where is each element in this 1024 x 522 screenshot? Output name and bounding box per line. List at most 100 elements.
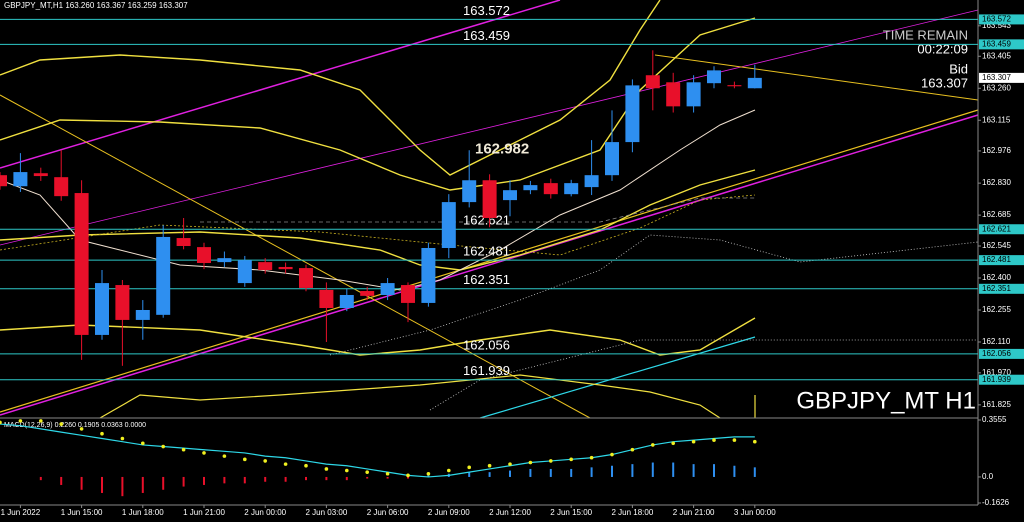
level-label: 163.459 — [463, 28, 510, 43]
x-tick-label: 2 Jun 21:00 — [673, 508, 715, 517]
macd-tick-label: -0.1626 — [982, 498, 1010, 507]
timer-label: TIME REMAIN — [883, 27, 968, 42]
macd-signal-dot — [79, 427, 84, 431]
macd-title: MACD(12,26,9) 0.2260 0.1905 0.0363 0.000… — [4, 422, 146, 429]
macd-signal-dot — [671, 441, 675, 446]
y-tick-label: 162.545 — [982, 241, 1011, 250]
candle-body — [360, 291, 375, 296]
y-tick-label: 162.255 — [982, 305, 1011, 314]
macd-signal-dot — [589, 455, 594, 460]
candle-body — [237, 260, 252, 284]
indicators — [0, 0, 979, 419]
channel-line — [0, 0, 561, 169]
macd-tick-label: 0.0 — [982, 472, 994, 481]
x-tick-label: 2 Jun 18:00 — [611, 508, 653, 517]
candle-body — [115, 285, 130, 320]
x-tick-label: 2 Jun 00:00 — [244, 508, 286, 517]
level-box — [979, 348, 1024, 359]
macd-signal-dot — [549, 459, 553, 463]
candle-body — [666, 82, 681, 107]
macd-signal-dot — [283, 462, 288, 466]
watermark: GBPJPY_MT H1 — [796, 387, 976, 414]
level-box — [979, 283, 1024, 294]
y-tick-label: 163.543 — [982, 21, 1011, 30]
cloud — [429, 339, 978, 411]
x-tick-label: 2 Jun 03:00 — [305, 508, 347, 517]
y-tick-label: 163.115 — [982, 115, 1011, 124]
y-tick-label: 162.110 — [982, 337, 1011, 346]
macd-signal-dot — [426, 471, 431, 476]
macd-signal-dot — [528, 460, 533, 465]
bid: 163.307 — [921, 75, 968, 90]
x-tick-label: 1 Jun 15:00 — [61, 508, 103, 517]
bid-label: Bid — [949, 61, 968, 76]
candle-body — [645, 75, 660, 89]
macd-signal-dot — [324, 467, 329, 471]
candle-body — [278, 266, 293, 270]
macd-signal-dot — [345, 468, 349, 473]
candle-body — [135, 309, 150, 320]
level-box — [979, 255, 1024, 266]
candle-body — [707, 70, 721, 84]
ichimoku — [200, 197, 755, 223]
price-annotation: 162.982 — [475, 141, 529, 158]
channel-line — [0, 9, 979, 246]
macd-signal-dot — [39, 419, 43, 423]
candle-body — [503, 190, 517, 201]
candle-body — [54, 177, 69, 197]
bid-axis-label: 163.307 — [982, 73, 1011, 82]
candle-body — [319, 289, 334, 309]
macd-signal-dot — [753, 439, 757, 444]
candle-body — [339, 294, 354, 309]
level-box — [979, 39, 1024, 50]
candle-body — [74, 193, 89, 335]
candle-body — [727, 85, 742, 87]
macd-signal-dot — [365, 470, 370, 474]
macd-signal-dot — [202, 451, 206, 455]
candle-body — [523, 185, 538, 191]
x-tick-label: 1 Jun 2022 — [1, 508, 41, 517]
moving-average — [0, 109, 756, 291]
candle-body — [605, 142, 619, 176]
x-tick-label: 2 Jun 06:00 — [367, 508, 409, 517]
level-label: 162.481 — [463, 244, 510, 259]
level-box — [979, 374, 1024, 385]
candle-body — [217, 258, 232, 263]
ichimoku — [0, 194, 756, 256]
candle-body — [421, 247, 436, 303]
macd-signal-dot — [18, 419, 23, 423]
candle-body — [0, 175, 7, 187]
trend-line — [0, 94, 591, 419]
macd-signal-dot — [406, 473, 410, 478]
macd-signal-dot — [651, 443, 655, 447]
candle-body — [686, 82, 701, 107]
macd-signal-dot — [691, 439, 696, 444]
macd-signal-dot — [467, 465, 472, 470]
candle-body — [441, 202, 456, 248]
band-mid — [0, 169, 756, 271]
candle-body — [747, 77, 762, 89]
candle-body — [462, 180, 477, 203]
trend-line — [654, 54, 979, 101]
macd-signal-dot — [181, 447, 186, 452]
macd-signal-dot — [263, 459, 268, 463]
trend-line — [0, 109, 979, 413]
level-box — [979, 224, 1024, 235]
candle-body — [564, 183, 579, 195]
level-axis-label: 162.621 — [982, 224, 1011, 233]
macd-signal-dot — [732, 438, 737, 442]
level-axis-label: 162.481 — [982, 255, 1011, 264]
y-tick-label: 162.976 — [982, 146, 1011, 155]
macd-signal-dot — [712, 438, 716, 442]
timer: 00:22:09 — [917, 41, 968, 56]
macd-signal-dot — [630, 447, 635, 452]
candle-body — [156, 236, 171, 315]
macd-signal-dot — [487, 463, 492, 468]
macd-signal-dot — [222, 454, 227, 458]
level-label: 161.939 — [463, 363, 510, 378]
candle-body — [13, 172, 28, 187]
y-tick-label: 161.970 — [982, 368, 1011, 377]
y-tick-label: 162.830 — [982, 178, 1011, 187]
header: GBPJPY_MT,H1 163.260 163.367 163.259 163… — [4, 1, 188, 10]
